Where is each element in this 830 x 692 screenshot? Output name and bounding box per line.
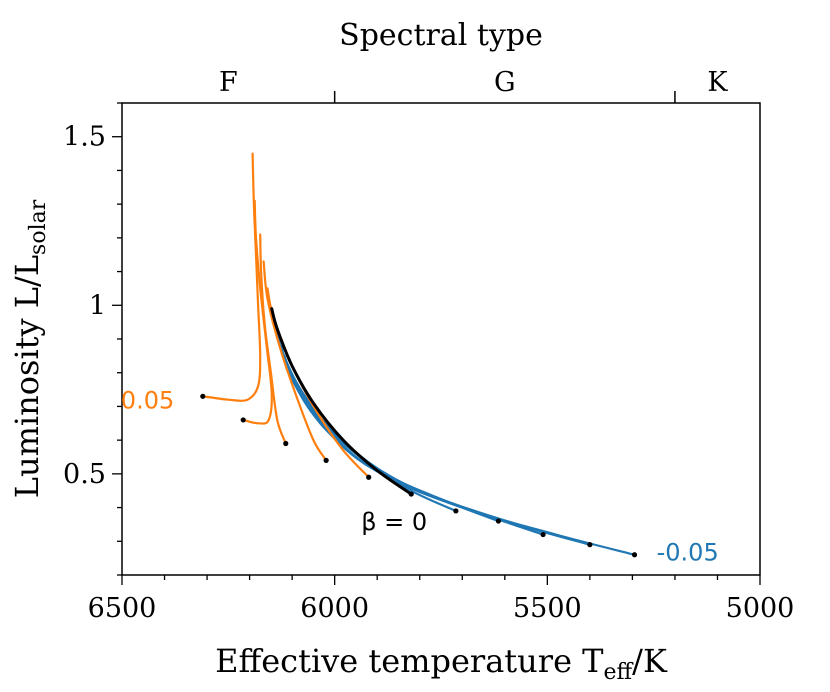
annotation-label: β = 0 bbox=[361, 508, 427, 536]
series-line-5 bbox=[270, 307, 413, 496]
y-axis-title-group: Luminosity L/Lsolar bbox=[8, 199, 51, 498]
series-endpoint-3 bbox=[323, 457, 329, 463]
x-axis-title-main: Effective temperature T bbox=[215, 642, 604, 680]
y-axis-title-main: Luminosity L/L bbox=[8, 255, 46, 498]
series-endpoint-5 bbox=[408, 491, 414, 497]
series-endpoint-7 bbox=[495, 518, 502, 524]
series-endpoint-8 bbox=[540, 531, 546, 538]
x-axis-title: Effective temperature Teff/K bbox=[215, 642, 668, 685]
series-endpoint-9 bbox=[587, 542, 593, 548]
x-axis-title-unit: /K bbox=[632, 642, 668, 680]
x-axis-title-sub: eff bbox=[604, 660, 634, 685]
spectral-type-label: F bbox=[219, 67, 238, 98]
spectral-type-label: G bbox=[494, 67, 516, 98]
spectral-type-label: K bbox=[707, 67, 728, 98]
x-tick-label: 5000 bbox=[726, 593, 795, 624]
series-endpoint-0 bbox=[200, 393, 206, 399]
series-endpoint-2 bbox=[283, 440, 289, 447]
y-axis-title-sub: solar bbox=[26, 199, 51, 255]
annotation-label: -0.05 bbox=[657, 538, 719, 566]
endpoints-layer bbox=[200, 393, 638, 558]
x-tick-label: 6000 bbox=[300, 593, 369, 624]
series-endpoint-6 bbox=[453, 508, 459, 514]
ticks-layer bbox=[112, 91, 761, 585]
labels-layer: 6500 6000 5500 5000 0.5 1 1.5 F G K Spectral type E… bbox=[8, 18, 794, 685]
series-endpoint-4 bbox=[366, 474, 372, 480]
annotation-label: 0.05 bbox=[121, 387, 174, 415]
series-endpoint-1 bbox=[240, 417, 246, 423]
series-line-3 bbox=[262, 260, 328, 462]
y-tick-label: 1.5 bbox=[63, 122, 106, 153]
curves-layer bbox=[201, 152, 636, 556]
x-tick-label: 5500 bbox=[513, 593, 582, 624]
y-tick-label: 1 bbox=[89, 290, 106, 321]
top-axis-title: Spectral type bbox=[339, 18, 543, 53]
y-tick-label: 0.5 bbox=[63, 459, 106, 490]
y-axis-title: Luminosity L/Lsolar bbox=[8, 199, 51, 498]
series-line-2 bbox=[259, 233, 287, 445]
series-endpoint-10 bbox=[631, 552, 638, 558]
x-tick-label: 6500 bbox=[88, 593, 157, 624]
